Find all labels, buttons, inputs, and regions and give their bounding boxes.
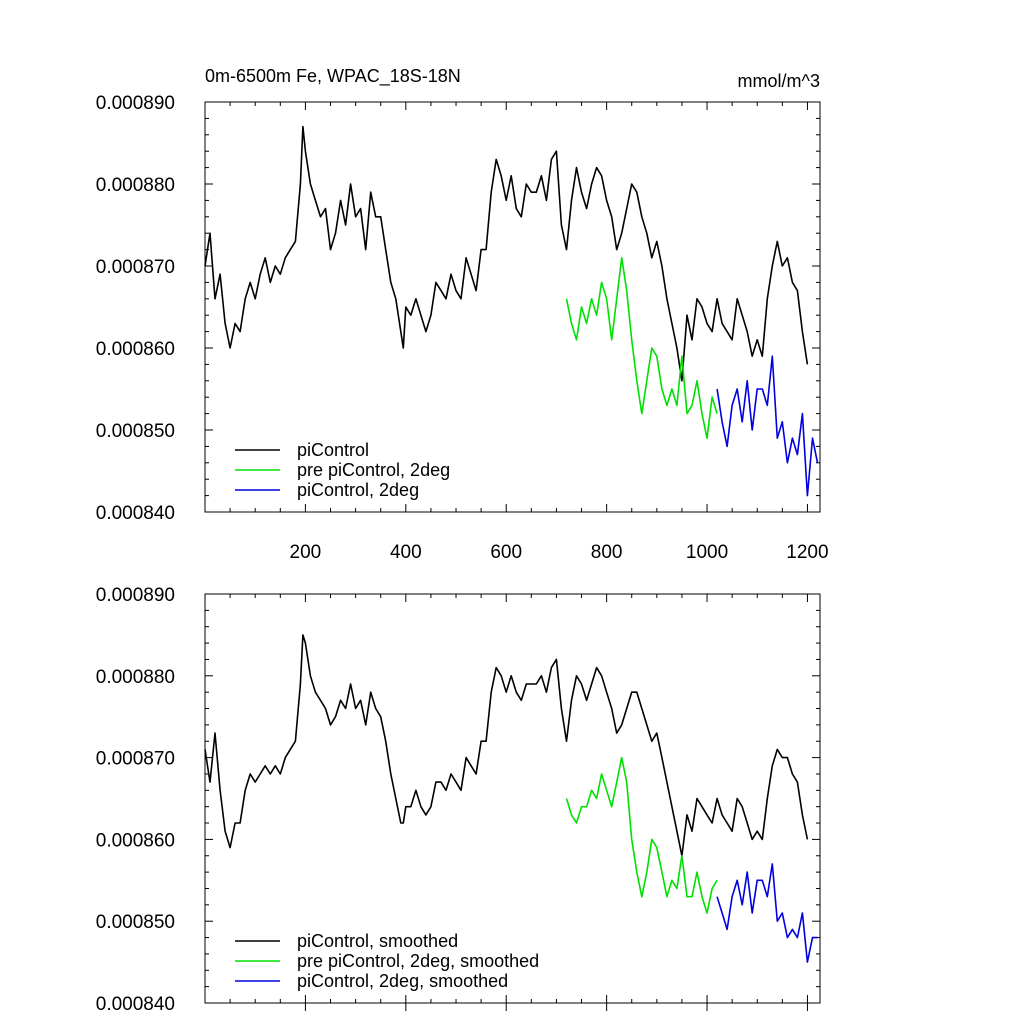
y-tick-label: 0.000890	[96, 93, 175, 114]
series-line-picontrol-2deg-smoothed	[716, 863, 818, 963]
x-tick-label: 200	[290, 542, 322, 563]
y-tick-label: 0.000890	[96, 585, 175, 606]
plot-frame	[204, 101, 821, 513]
units-label: mmol/m^3	[738, 71, 820, 91]
y-tick-label: 0.000860	[96, 339, 175, 360]
legend-label: pre piControl, 2deg	[297, 460, 450, 480]
legend-label: piControl, 2deg, smoothed	[297, 971, 508, 991]
series-line-picontrol-smoothed	[204, 634, 809, 857]
x-tick-label: 1000	[686, 542, 728, 563]
legend-label: piControl, 2deg	[297, 480, 419, 500]
y-tick-label: 0.000850	[96, 421, 175, 442]
y-tick-label: 0.000840	[96, 994, 175, 1015]
series-line-pre-picontrol-2deg	[565, 256, 718, 440]
x-tick-label: 600	[490, 542, 522, 563]
y-tick-label: 0.000870	[96, 257, 175, 278]
plot-frame	[204, 593, 821, 1004]
y-tick-label: 0.000880	[96, 175, 175, 196]
y-tick-label: 0.000850	[96, 912, 175, 933]
x-tick-label: 1200	[786, 542, 828, 563]
legend-label: pre piControl, 2deg, smoothed	[297, 951, 539, 971]
legend-label: piControl	[297, 440, 369, 460]
series-line-picontrol	[204, 125, 809, 382]
series-line-picontrol-2deg	[716, 355, 819, 497]
y-tick-label: 0.000870	[96, 749, 175, 770]
y-tick-label: 0.000880	[96, 667, 175, 688]
x-tick-label: 400	[390, 542, 422, 563]
chart-title: 0m-6500m Fe, WPAC_18S-18N	[205, 66, 461, 87]
legend-label: piControl, smoothed	[297, 931, 458, 951]
y-tick-label: 0.000840	[96, 503, 175, 524]
bottom-panel: 0.000840 0.000850 0.000860 0.000870 0.000880…	[96, 585, 821, 1015]
top-panel: 0.000840 0.000850 0.000860 0.000870 0.000880…	[96, 66, 829, 563]
series-line-pre-picontrol-2deg-smoothed	[565, 756, 718, 914]
x-tick-label: 800	[591, 542, 623, 563]
y-tick-label: 0.000860	[96, 830, 175, 851]
